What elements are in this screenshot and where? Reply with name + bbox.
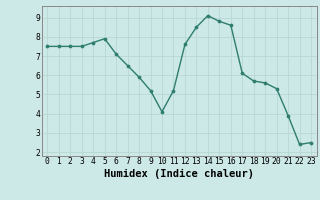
- X-axis label: Humidex (Indice chaleur): Humidex (Indice chaleur): [104, 169, 254, 179]
